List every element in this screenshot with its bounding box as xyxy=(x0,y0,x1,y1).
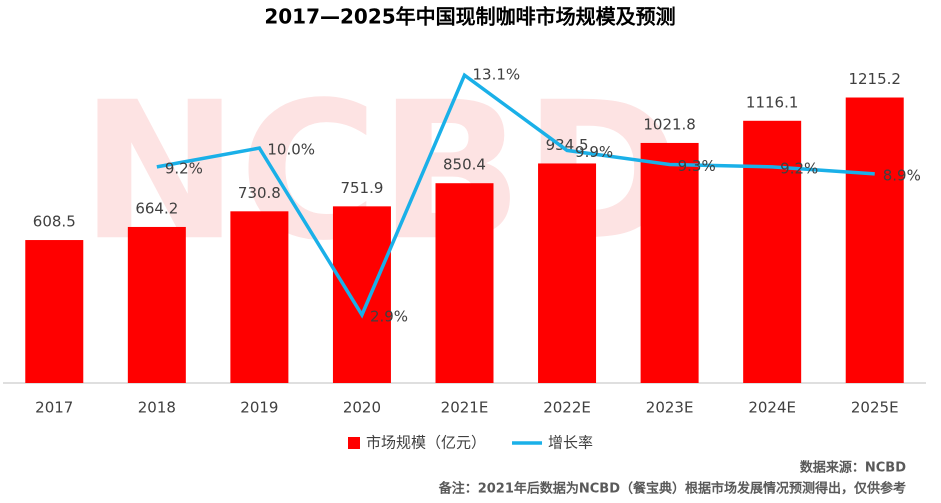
bar-value-label: 608.5 xyxy=(33,213,76,231)
bar xyxy=(743,120,802,384)
bar xyxy=(230,211,289,383)
x-tick-label: 2025E xyxy=(851,399,899,417)
bar xyxy=(435,183,494,383)
x-tick-label: 2020 xyxy=(343,399,381,417)
line-value-label: 9.9% xyxy=(575,143,613,161)
line-value-label: 9.2% xyxy=(165,159,203,177)
bar-value-label: 1021.8 xyxy=(643,115,696,133)
source: 数据来源：NCBD xyxy=(800,460,906,476)
bar-value-label: 1215.2 xyxy=(848,70,901,88)
line-value-label: 9.2% xyxy=(780,159,818,177)
bar-value-label: 730.8 xyxy=(238,184,281,202)
bar-value-label: 664.2 xyxy=(135,199,178,217)
legend-swatch xyxy=(348,437,360,449)
chart-title: 2017—2025年中国现制咖啡市场规模及预测 xyxy=(264,5,675,29)
bar xyxy=(332,206,391,383)
x-tick-label: 2021E xyxy=(441,399,489,417)
bar xyxy=(640,142,699,383)
bar xyxy=(127,226,186,383)
legend-label: 市场规模（亿元） xyxy=(366,434,486,452)
bar-value-label: 751.9 xyxy=(340,179,383,197)
x-tick-label: 2019 xyxy=(240,399,278,417)
legend-label: 增长率 xyxy=(548,434,593,452)
bar-value-label: 850.4 xyxy=(443,156,486,174)
line-value-label: 9.3% xyxy=(678,157,716,175)
line xyxy=(156,72,875,319)
x-tick-label: 2024E xyxy=(748,399,796,417)
line-value-label: 2.9% xyxy=(370,307,408,325)
line-value-label: 10.0% xyxy=(267,141,315,159)
note: 备注：2021年后数据为NCBD（餐宝典）根据市场发展情况预测得出，仅供参考 xyxy=(438,481,906,497)
bar xyxy=(25,240,84,383)
bar xyxy=(538,163,597,383)
line-value-label: 13.1% xyxy=(473,66,521,84)
x-tick-label: 2017 xyxy=(35,399,73,417)
x-tick-label: 2018 xyxy=(138,399,176,417)
bar xyxy=(845,97,904,383)
bar-value-label: 1116.1 xyxy=(746,93,799,111)
x-tick-label: 2023E xyxy=(646,399,694,417)
line-value-label: 8.9% xyxy=(883,166,921,184)
x-tick-label: 2022E xyxy=(543,399,591,417)
